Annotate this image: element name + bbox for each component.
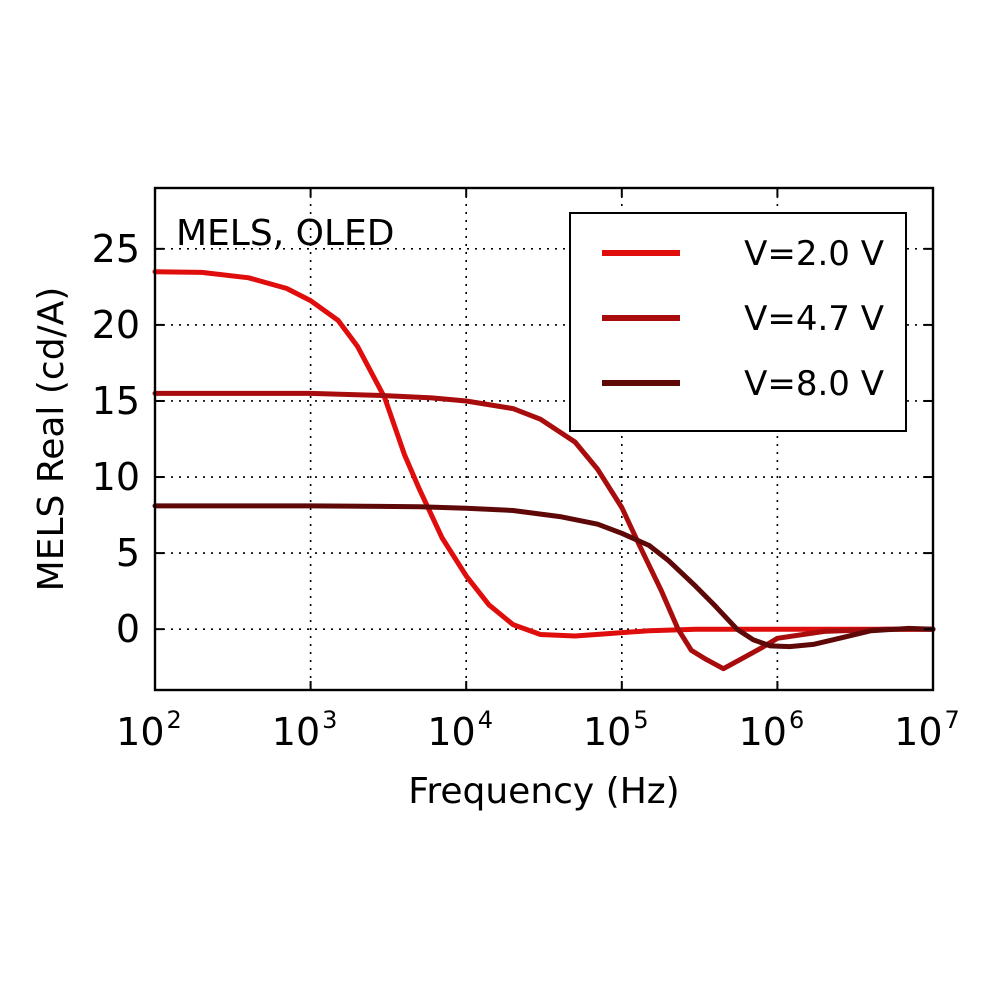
axis-ticks	[154, 188, 934, 690]
legend: V=2.0 V V=4.7 V V=8.0 V	[569, 212, 907, 432]
x-tick-label: 105	[583, 706, 649, 754]
series-line-2	[152, 390, 936, 672]
series-lines	[152, 269, 936, 672]
x-tick-label: 107	[894, 706, 960, 754]
y-tick-label: 15	[92, 379, 140, 423]
series-line-3	[152, 503, 936, 650]
y-tick-label: 10	[92, 455, 140, 499]
x-tick-label: 104	[427, 706, 493, 754]
plot-frame	[153, 186, 935, 692]
legend-label-1: V=2.0 V	[744, 234, 884, 274]
chart-annotation: MELS, OLED	[176, 213, 394, 254]
x-tick-label: 102	[116, 706, 182, 754]
x-tick-label: 106	[739, 706, 805, 754]
legend-label-3: V=8.0 V	[744, 364, 884, 404]
series-line-1	[152, 269, 936, 639]
x-axis-label: Frequency (Hz)	[408, 771, 679, 812]
y-axis-label: MELS Real (cd/A)	[31, 287, 72, 592]
legend-label-2: V=4.7 V	[744, 299, 884, 339]
y-tick-label: 20	[92, 303, 140, 347]
x-tick-label: 103	[272, 706, 338, 754]
y-tick-label: 0	[116, 607, 140, 651]
y-tick-label: 5	[116, 531, 140, 575]
y-tick-label: 25	[92, 227, 140, 271]
legend-box	[569, 212, 907, 432]
